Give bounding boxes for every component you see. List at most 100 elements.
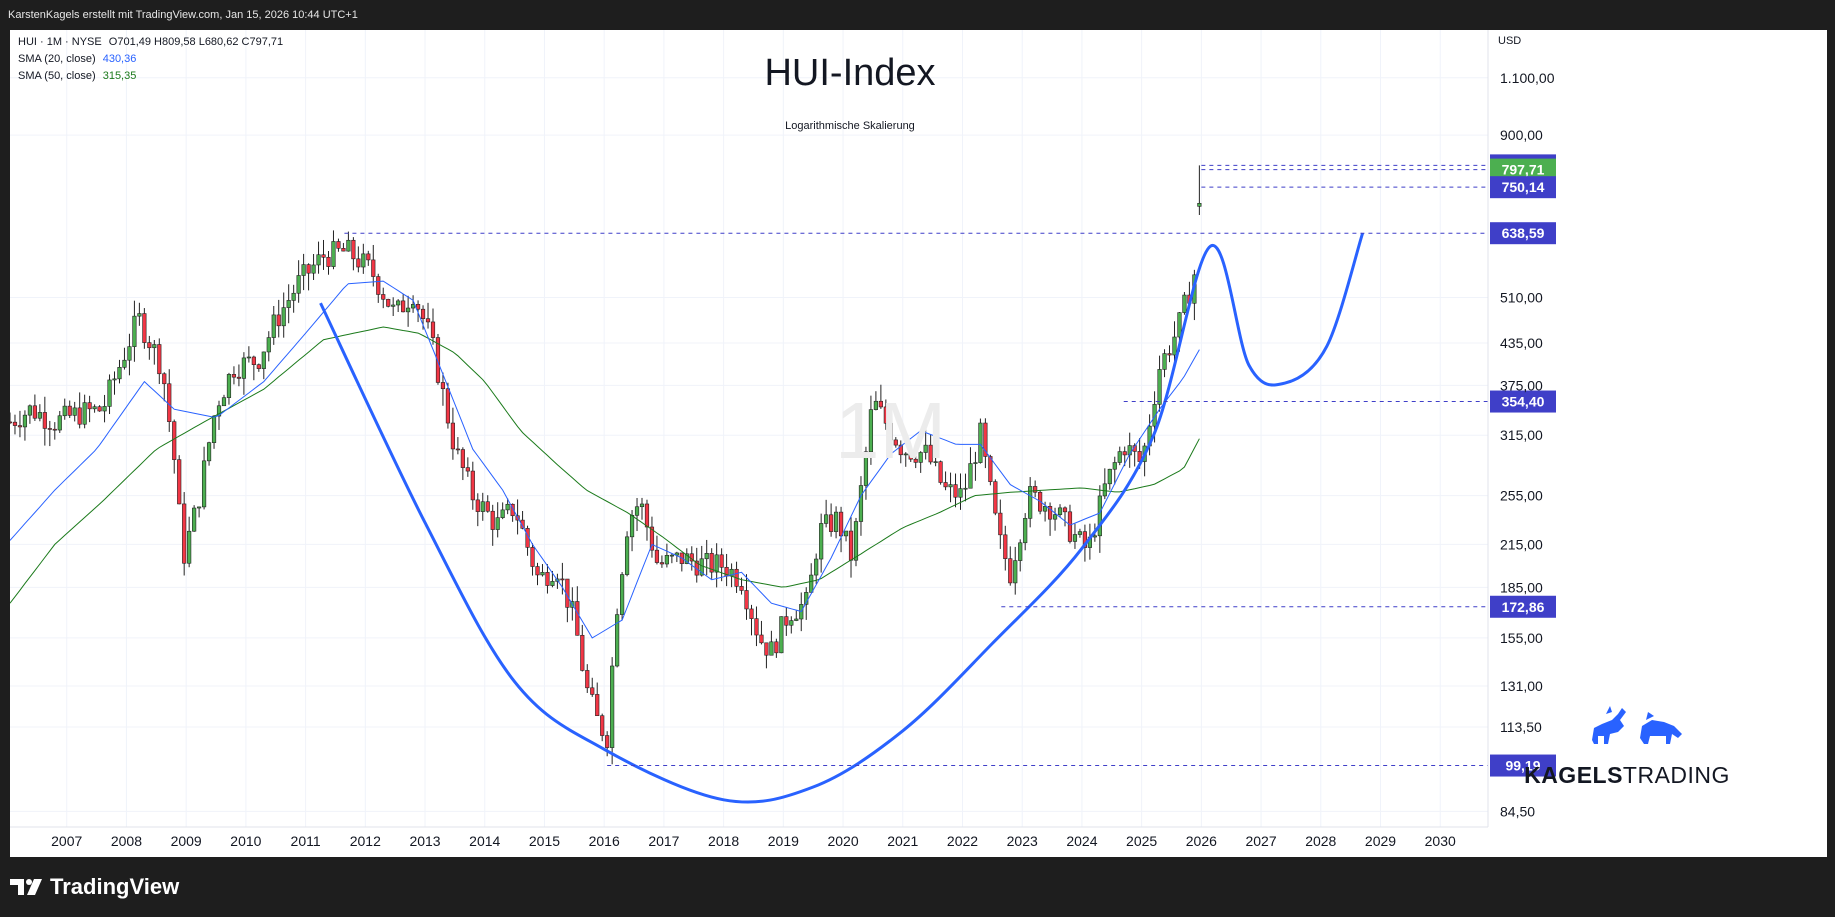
candle [241,352,246,395]
candle-body [32,405,37,419]
candle-body [1172,336,1177,356]
candle-body [391,304,396,307]
candle [62,398,67,420]
candle-body [868,409,874,453]
candle-body [480,501,485,512]
candle [888,417,893,445]
candle-body [236,376,242,379]
candle [848,517,854,578]
candle-body [1052,514,1058,520]
x-tick-label: 2028 [1305,833,1336,849]
candle-body [833,511,839,532]
candle [470,461,475,510]
level-badge: 750,14 [1490,176,1556,199]
y-tick-label: 510,00 [1500,289,1543,305]
candle [236,364,242,387]
candle-body [450,422,455,450]
candle-body [913,458,918,463]
candle [620,572,625,621]
candle-body [435,337,441,383]
candle-body [470,470,475,501]
candle [311,253,316,280]
sma50-label[interactable]: SMA (50, close) [18,70,96,82]
candle [301,253,306,291]
candle [809,563,814,593]
candle [246,346,251,363]
candle [510,503,515,522]
candle [789,616,794,634]
candle-body [296,275,301,294]
candle-body [684,553,689,564]
candle [92,404,97,413]
candle [998,499,1003,549]
candle [664,543,669,568]
candle [505,498,510,515]
tradingview-footer[interactable]: TradingView [10,872,179,902]
candle-body [316,254,321,266]
candle [435,333,441,385]
candle [386,298,391,308]
candle-body [1077,531,1083,535]
candle [107,374,112,415]
candle [276,299,281,338]
sma20-label[interactable]: SMA (20, close) [18,53,96,65]
cup-handle-curve [319,232,1365,804]
candle-body [789,620,794,626]
candle [206,441,212,466]
candle [649,516,655,558]
candle-body [92,406,97,410]
candle [22,410,28,441]
candle-body [749,608,754,619]
candle-body [644,503,650,528]
candle [829,503,834,537]
candle [231,366,237,385]
candle-body [530,547,535,567]
candle-body [122,359,127,368]
price-chart[interactable]: 809,58797,71750,14638,59354,40172,8699,1… [10,30,1827,857]
x-tick-label: 2023 [1007,833,1038,849]
candle-body [1028,486,1033,519]
candle-body [704,553,709,560]
x-tick-label: 2015 [529,833,560,849]
level-badge-label: 99,19 [1505,758,1540,774]
candle-body [366,253,371,261]
level-badge: 638,59 [1490,222,1556,245]
candle [1157,355,1162,412]
candle [147,335,152,360]
candle [82,394,87,429]
x-tick-label: 2007 [51,833,82,849]
candle-body [52,428,57,431]
candle-body [863,451,869,486]
candle-body [356,258,361,268]
candle-body [784,616,789,626]
candle-body [654,549,660,563]
candle [177,455,182,505]
level-badge-box [1490,595,1556,618]
candle [1028,477,1033,528]
candle-body [629,515,635,538]
candle-body [764,642,769,656]
candle-body [336,241,341,249]
candle-body [933,461,938,463]
candle [943,471,948,491]
x-tick-label: 2021 [887,833,918,849]
candle [953,473,958,508]
symbol-label[interactable]: HUI · 1M · NYSE [18,36,102,48]
candle-body [595,694,600,717]
candle [52,422,57,440]
candle-body [1197,203,1202,207]
candle-body [1062,507,1068,513]
candle [331,230,336,270]
candle [137,302,142,326]
candle [406,295,411,327]
candle [271,305,276,345]
level-badge: 99,19 [1490,754,1556,777]
candle [774,638,779,658]
candle [410,295,416,313]
candle [12,414,18,435]
level-badge-box [1490,158,1556,181]
chart-frame[interactable]: 809,58797,71750,14638,59354,40172,8699,1… [10,30,1827,857]
chart-title: HUI-Index [764,52,936,94]
candle [167,369,172,432]
candle-body [953,484,958,498]
